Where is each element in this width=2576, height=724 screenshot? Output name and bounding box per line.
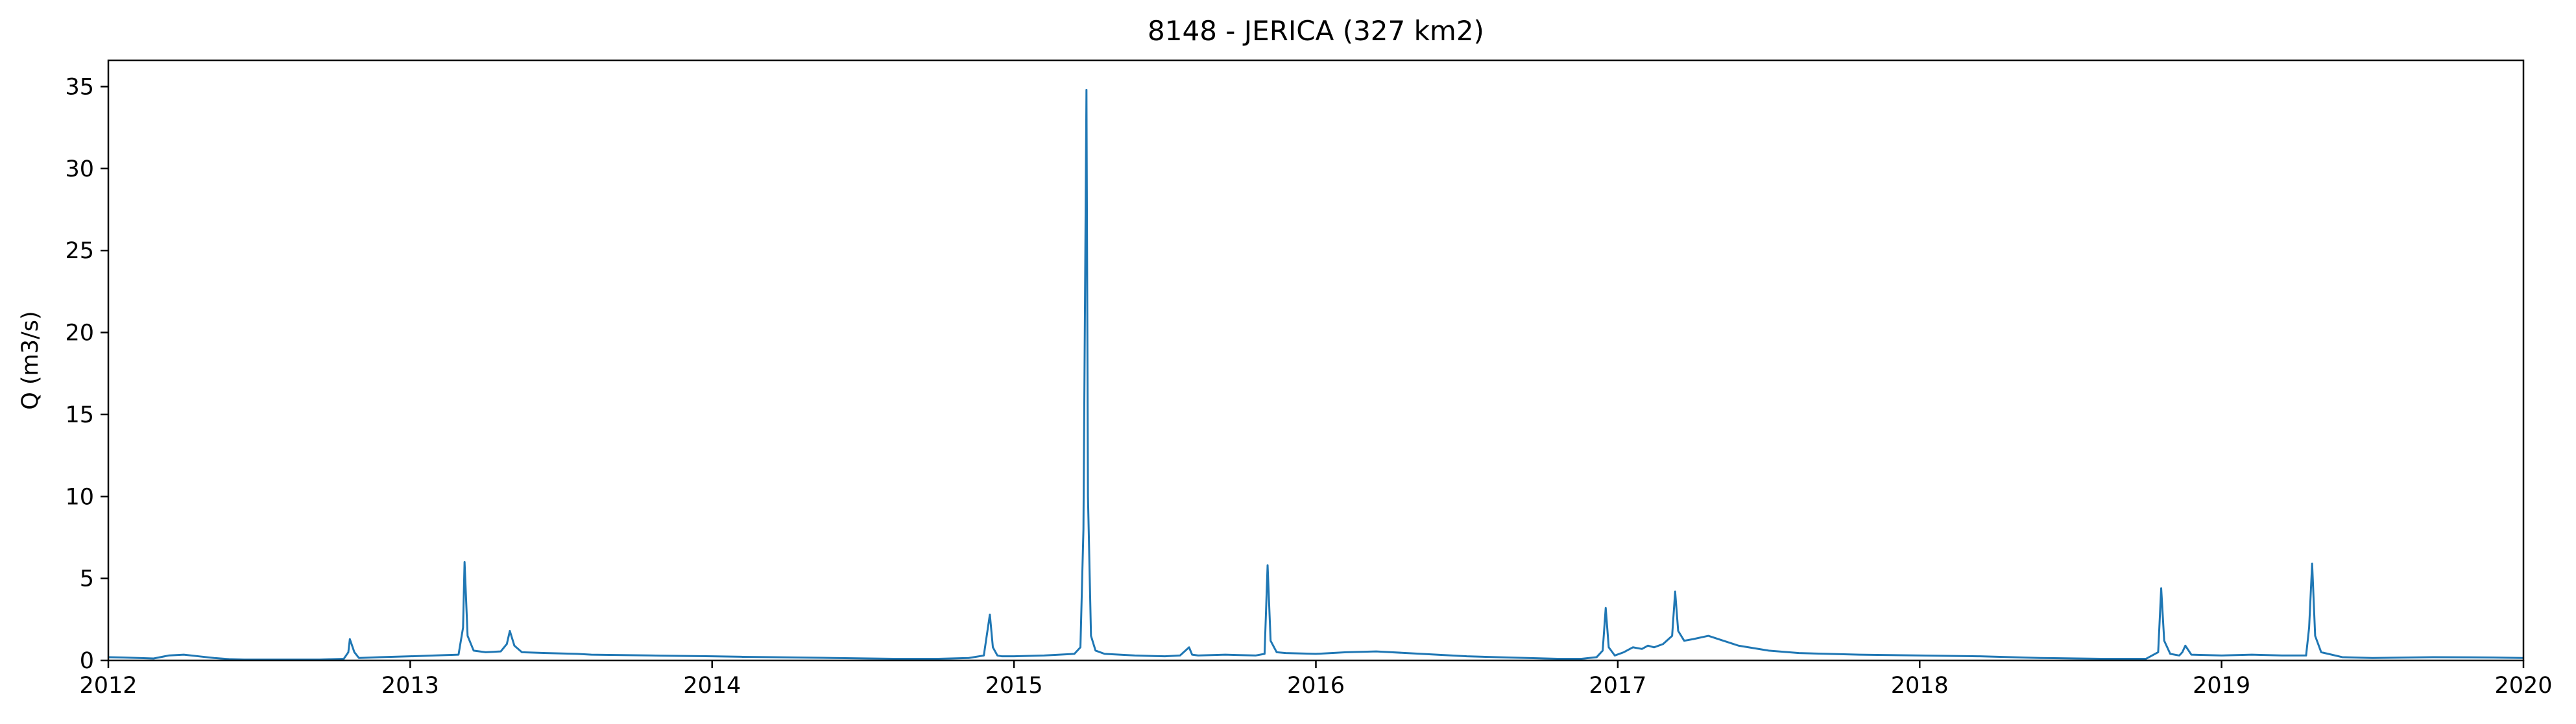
y-tick-label: 35 [65, 74, 94, 100]
series-line-0 [108, 88, 2523, 660]
y-tick-label: 25 [65, 238, 94, 264]
x-tick-label: 2014 [683, 673, 741, 699]
y-axis-label: Q (m3/s) [18, 311, 43, 409]
chart-title: 8148 - JERICA (327 km2) [1148, 15, 1484, 47]
y-tick-label: 30 [65, 156, 94, 182]
x-tick-label: 2013 [381, 673, 439, 699]
y-tick-label: 10 [65, 484, 94, 510]
x-tick-label: 2017 [1589, 673, 1646, 699]
x-tick-label: 2015 [985, 673, 1043, 699]
x-tick-label: 2012 [79, 673, 137, 699]
x-tick-label: 2020 [2494, 673, 2552, 699]
y-tick-label: 0 [80, 648, 94, 674]
axes: 2012 2013 2014 2015 2016 2017 2018 2019 20200510… [65, 59, 2553, 699]
y-tick-label: 15 [65, 402, 94, 428]
x-tick-label: 2019 [2193, 673, 2250, 699]
y-tick-label: 5 [80, 566, 94, 592]
x-tick-label: 2018 [1891, 673, 1949, 699]
x-tick-label: 2016 [1287, 673, 1345, 699]
y-tick-label: 20 [65, 320, 94, 346]
plot-area [108, 88, 2523, 660]
